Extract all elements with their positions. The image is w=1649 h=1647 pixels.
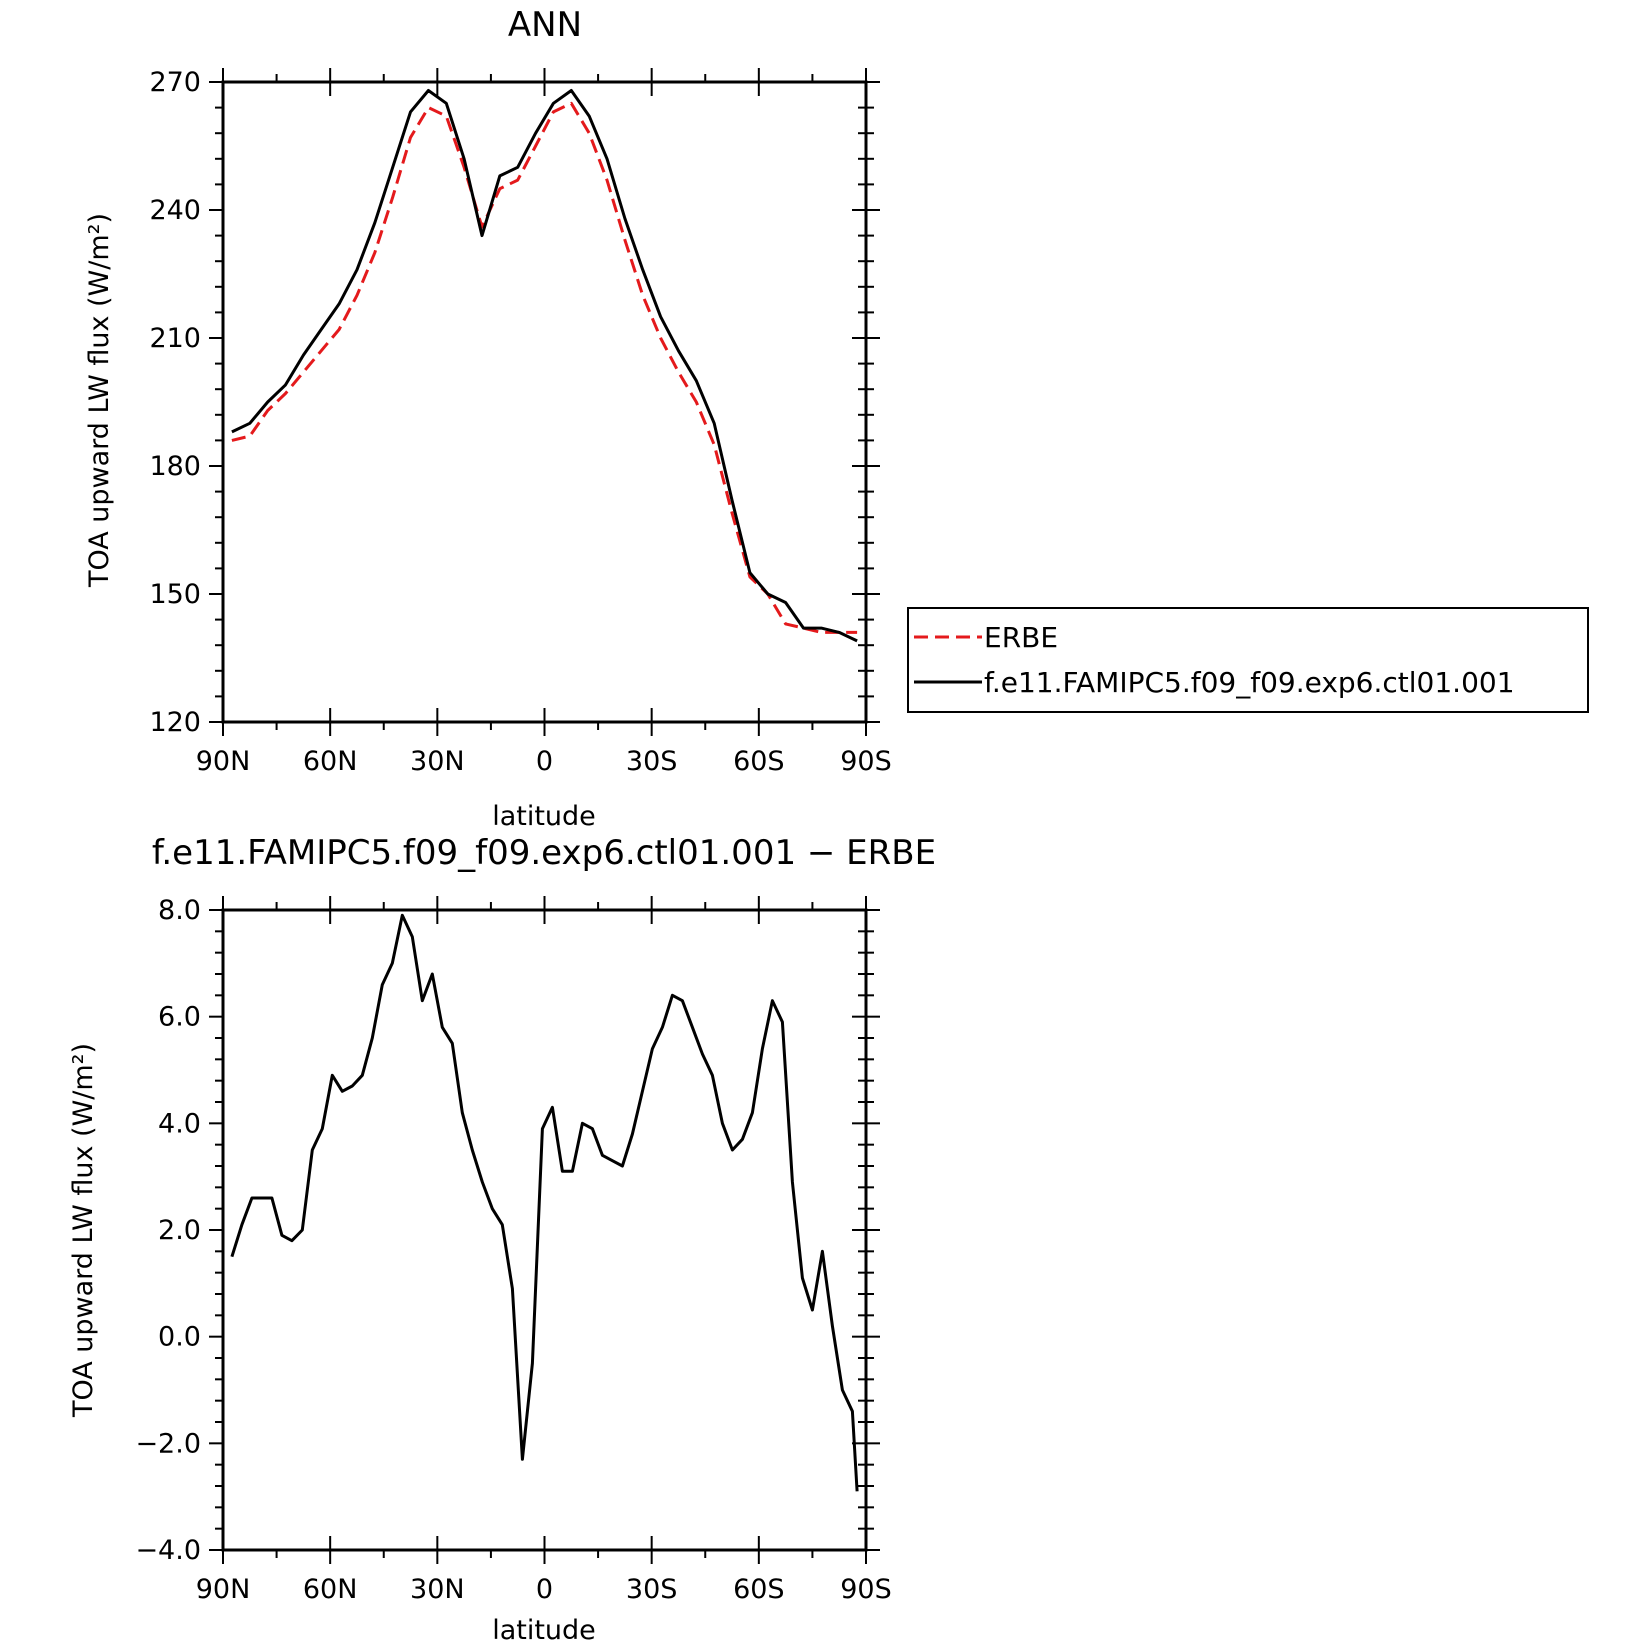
lower-panel-title: f.e11.FAMIPC5.f09_f09.exp6.ctl01.001 − E… [152,833,936,873]
y-tick-label: 2.0 [158,1215,201,1246]
lower-plot-frame [221,908,868,1552]
lower-panel: f.e11.FAMIPC5.f09_f09.exp6.ctl01.001 − E… [68,833,936,1646]
x-tick-label: 30S [626,746,678,777]
x-tick-label: 0 [536,1574,553,1605]
series-line-model [230,913,859,1492]
y-tick-label: 210 [149,323,201,354]
x-tick-label: 90S [840,1574,892,1605]
y-tick-label: 240 [149,195,201,226]
lower-y-axis-label: TOA upward LW flux (W/m²) [68,1043,99,1418]
x-tick-label: 90N [196,1574,251,1605]
x-tick-label: 60S [733,1574,785,1605]
x-tick-label: 30N [410,1574,465,1605]
x-tick-label: 0 [536,746,553,777]
y-tick-label: 270 [149,67,201,98]
x-tick-label: 60S [733,746,785,777]
x-tick-label: 30S [626,1574,678,1605]
series-line-erbe [231,101,858,634]
y-tick-label: 4.0 [158,1108,201,1139]
x-tick-label: 90N [196,746,251,777]
y-tick-label: 150 [149,579,201,610]
legend: ERBE f.e11.FAMIPC5.f09_f09.exp6.ctl01.00… [907,607,1589,713]
lower-plot-lines [230,913,859,1492]
y-tick-label: 6.0 [158,1002,201,1033]
y-tick-label: 120 [149,707,201,738]
upper-y-axis-label: TOA upward LW flux (W/m²) [84,213,115,588]
upper-panel-title: ANN [508,5,582,45]
upper-plot-lines [231,89,858,643]
x-tick-label: 30N [410,746,465,777]
x-tick-label: 90S [840,746,892,777]
legend-model-label: f.e11.FAMIPC5.f09_f09.exp6.ctl01.001 [984,666,1515,699]
lower-x-axis-label: latitude [492,1615,596,1646]
series-line-model [231,89,858,643]
lower-ticks: 90N 60N 30N 0 30S 60S 90S −4.0 −2.0 0.0 2.0 4.0 6.0 8… [135,895,891,1605]
y-tick-label: −2.0 [135,1428,201,1459]
upper-plot-frame [221,80,868,724]
legend-erbe-label: ERBE [984,621,1058,654]
upper-ticks: 90N 60N 30N 0 30S 60S 90S 120 150 180 210 240 270 [149,67,891,777]
y-tick-label: 0.0 [158,1322,201,1353]
upper-panel: ANN 90N 60N 30N 0 30S 60S 90S 120 150 180 210 240 27… [84,5,1589,832]
y-tick-label: 8.0 [158,895,201,926]
y-tick-label: 180 [149,451,201,482]
x-tick-label: 60N [303,1574,358,1605]
upper-x-axis-label: latitude [492,801,596,832]
y-tick-label: −4.0 [135,1535,201,1566]
x-tick-label: 60N [303,746,358,777]
legend-box [907,607,1589,713]
